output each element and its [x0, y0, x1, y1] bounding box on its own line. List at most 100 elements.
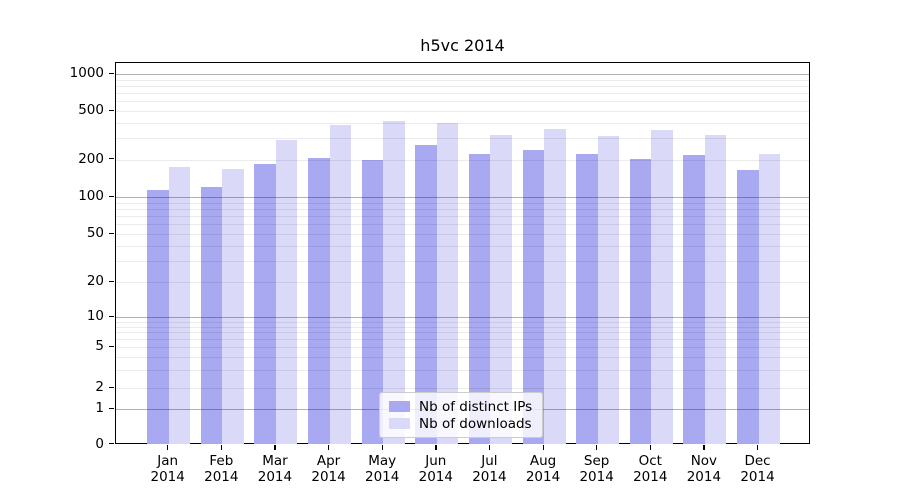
- bar-distinct-ips-feb: [200, 186, 223, 445]
- legend-swatch-downloads: [389, 418, 410, 429]
- y-tick-mark-5: [109, 345, 114, 347]
- gridline-minor-500: [116, 111, 809, 112]
- y-tick-mark-50: [109, 232, 114, 234]
- gridline-minor-5: [116, 347, 809, 348]
- x-tick-label-mar: Mar 2014: [257, 452, 293, 485]
- y-tick-mark-0: [109, 443, 114, 445]
- x-tick-label-jul: Jul 2014: [472, 452, 507, 485]
- gridline-minor-200: [116, 159, 809, 161]
- x-tick-label-feb: Feb 2014: [204, 452, 239, 485]
- gridline-minor-9: [116, 321, 809, 323]
- x-tick-label-jun: Jun 2014: [418, 452, 453, 485]
- y-tick-mark-1000: [109, 72, 114, 74]
- x-tick-mark-nov: [703, 444, 705, 450]
- gridline-minor-60: [116, 224, 809, 226]
- bar-downloads-apr: [329, 124, 352, 445]
- gridline-minor-6: [116, 339, 809, 341]
- bar-distinct-ips-jul: [468, 153, 491, 445]
- legend: Nb of distinct IPs Nb of downloads: [379, 392, 544, 438]
- bar-distinct-ips-may: [361, 160, 384, 445]
- gridline-major-100: [116, 197, 809, 198]
- x-tick-label-aug: Aug 2014: [525, 452, 561, 485]
- gridline-minor-2: [116, 388, 809, 389]
- gridline-minor-3: [116, 369, 809, 371]
- gridline-minor-20: [116, 282, 809, 283]
- legend-item-downloads: Nb of downloads: [389, 415, 532, 432]
- gridline-minor-80: [116, 208, 809, 210]
- x-tick-label-may: May 2014: [364, 452, 400, 485]
- gridline-minor-8: [116, 326, 809, 328]
- bar-downloads-jun: [436, 123, 459, 445]
- gridline-major-1000: [116, 74, 809, 75]
- y-tick-mark-20: [109, 280, 114, 282]
- bar-downloads-may: [383, 120, 405, 445]
- x-tick-label-sep: Sep 2014: [579, 452, 614, 485]
- y-tick-label-500: 500: [78, 102, 104, 118]
- y-tick-label-100: 100: [78, 188, 104, 204]
- y-tick-mark-2: [109, 386, 114, 388]
- chart-title: h5vc 2014: [420, 36, 505, 55]
- legend-label-distinct-ips: Nb of distinct IPs: [419, 398, 533, 415]
- x-tick-label-nov: Nov 2014: [686, 452, 722, 485]
- x-tick-label-dec: Dec 2014: [740, 452, 775, 485]
- x-tick-label-apr: Apr 2014: [311, 452, 346, 485]
- bar-distinct-ips-dec: [737, 169, 759, 445]
- x-tick-mark-may: [381, 444, 383, 450]
- bar-distinct-ips-mar: [254, 164, 276, 445]
- y-tick-mark-200: [109, 158, 114, 160]
- legend-item-distinct-ips: Nb of distinct IPs: [389, 398, 532, 415]
- bar-downloads-sep: [597, 136, 620, 445]
- gridline-minor-600: [116, 101, 809, 103]
- gridline-minor-300: [116, 138, 809, 140]
- y-tick-label-0: 0: [95, 435, 104, 452]
- bar-distinct-ips-jan: [147, 190, 169, 445]
- x-tick-mark-jan: [167, 444, 169, 450]
- x-tick-label-jan: Jan 2014: [150, 452, 185, 485]
- bar-downloads-jan: [168, 167, 191, 445]
- y-tick-label-1000: 1000: [69, 65, 104, 81]
- bar-downloads-feb: [222, 169, 244, 445]
- x-tick-mark-sep: [596, 444, 598, 450]
- y-tick-label-50: 50: [86, 225, 104, 241]
- y-tick-mark-500: [109, 109, 114, 111]
- y-tick-mark-1: [109, 407, 114, 409]
- x-tick-mark-jun: [435, 444, 437, 450]
- x-tick-label-oct: Oct 2014: [633, 452, 668, 485]
- y-tick-label-20: 20: [86, 273, 104, 289]
- y-tick-label-10: 10: [86, 308, 104, 324]
- plot-area: [115, 62, 810, 445]
- x-tick-mark-oct: [649, 444, 652, 450]
- gridline-minor-7: [116, 332, 809, 334]
- y-tick-label-1: 1: [95, 400, 104, 416]
- bar-downloads-oct: [651, 129, 673, 445]
- gridline-minor-800: [116, 85, 809, 87]
- x-tick-mark-apr: [328, 444, 330, 450]
- y-tick-mark-10: [109, 315, 114, 317]
- bar-downloads-jul: [490, 134, 512, 445]
- legend-label-downloads: Nb of downloads: [419, 415, 532, 432]
- x-tick-mark-aug: [542, 444, 544, 450]
- bar-distinct-ips-oct: [629, 158, 652, 445]
- bar-distinct-ips-nov: [683, 154, 705, 445]
- bar-downloads-dec: [758, 153, 781, 445]
- gridline-minor-30: [116, 260, 809, 262]
- x-tick-mark-mar: [274, 444, 276, 450]
- gridline-minor-700: [116, 93, 809, 95]
- gridline-minor-50: [116, 234, 809, 235]
- gridline-minor-90: [116, 202, 809, 204]
- bar-distinct-ips-sep: [576, 153, 598, 445]
- gridline-minor-40: [116, 245, 809, 247]
- bar-distinct-ips-aug: [522, 150, 545, 445]
- y-tick-label-2: 2: [95, 379, 104, 395]
- y-tick-label-5: 5: [95, 338, 104, 354]
- bar-downloads-nov: [704, 134, 727, 445]
- y-tick-mark-100: [109, 195, 114, 197]
- x-tick-mark-feb: [220, 444, 223, 450]
- bar-downloads-aug: [544, 129, 566, 445]
- bar-distinct-ips-jun: [415, 145, 437, 445]
- bar-distinct-ips-apr: [308, 157, 330, 445]
- gridline-minor-900: [116, 79, 809, 81]
- legend-swatch-distinct-ips: [389, 401, 410, 412]
- gridline-minor-70: [116, 216, 809, 218]
- x-tick-mark-jul: [488, 444, 491, 450]
